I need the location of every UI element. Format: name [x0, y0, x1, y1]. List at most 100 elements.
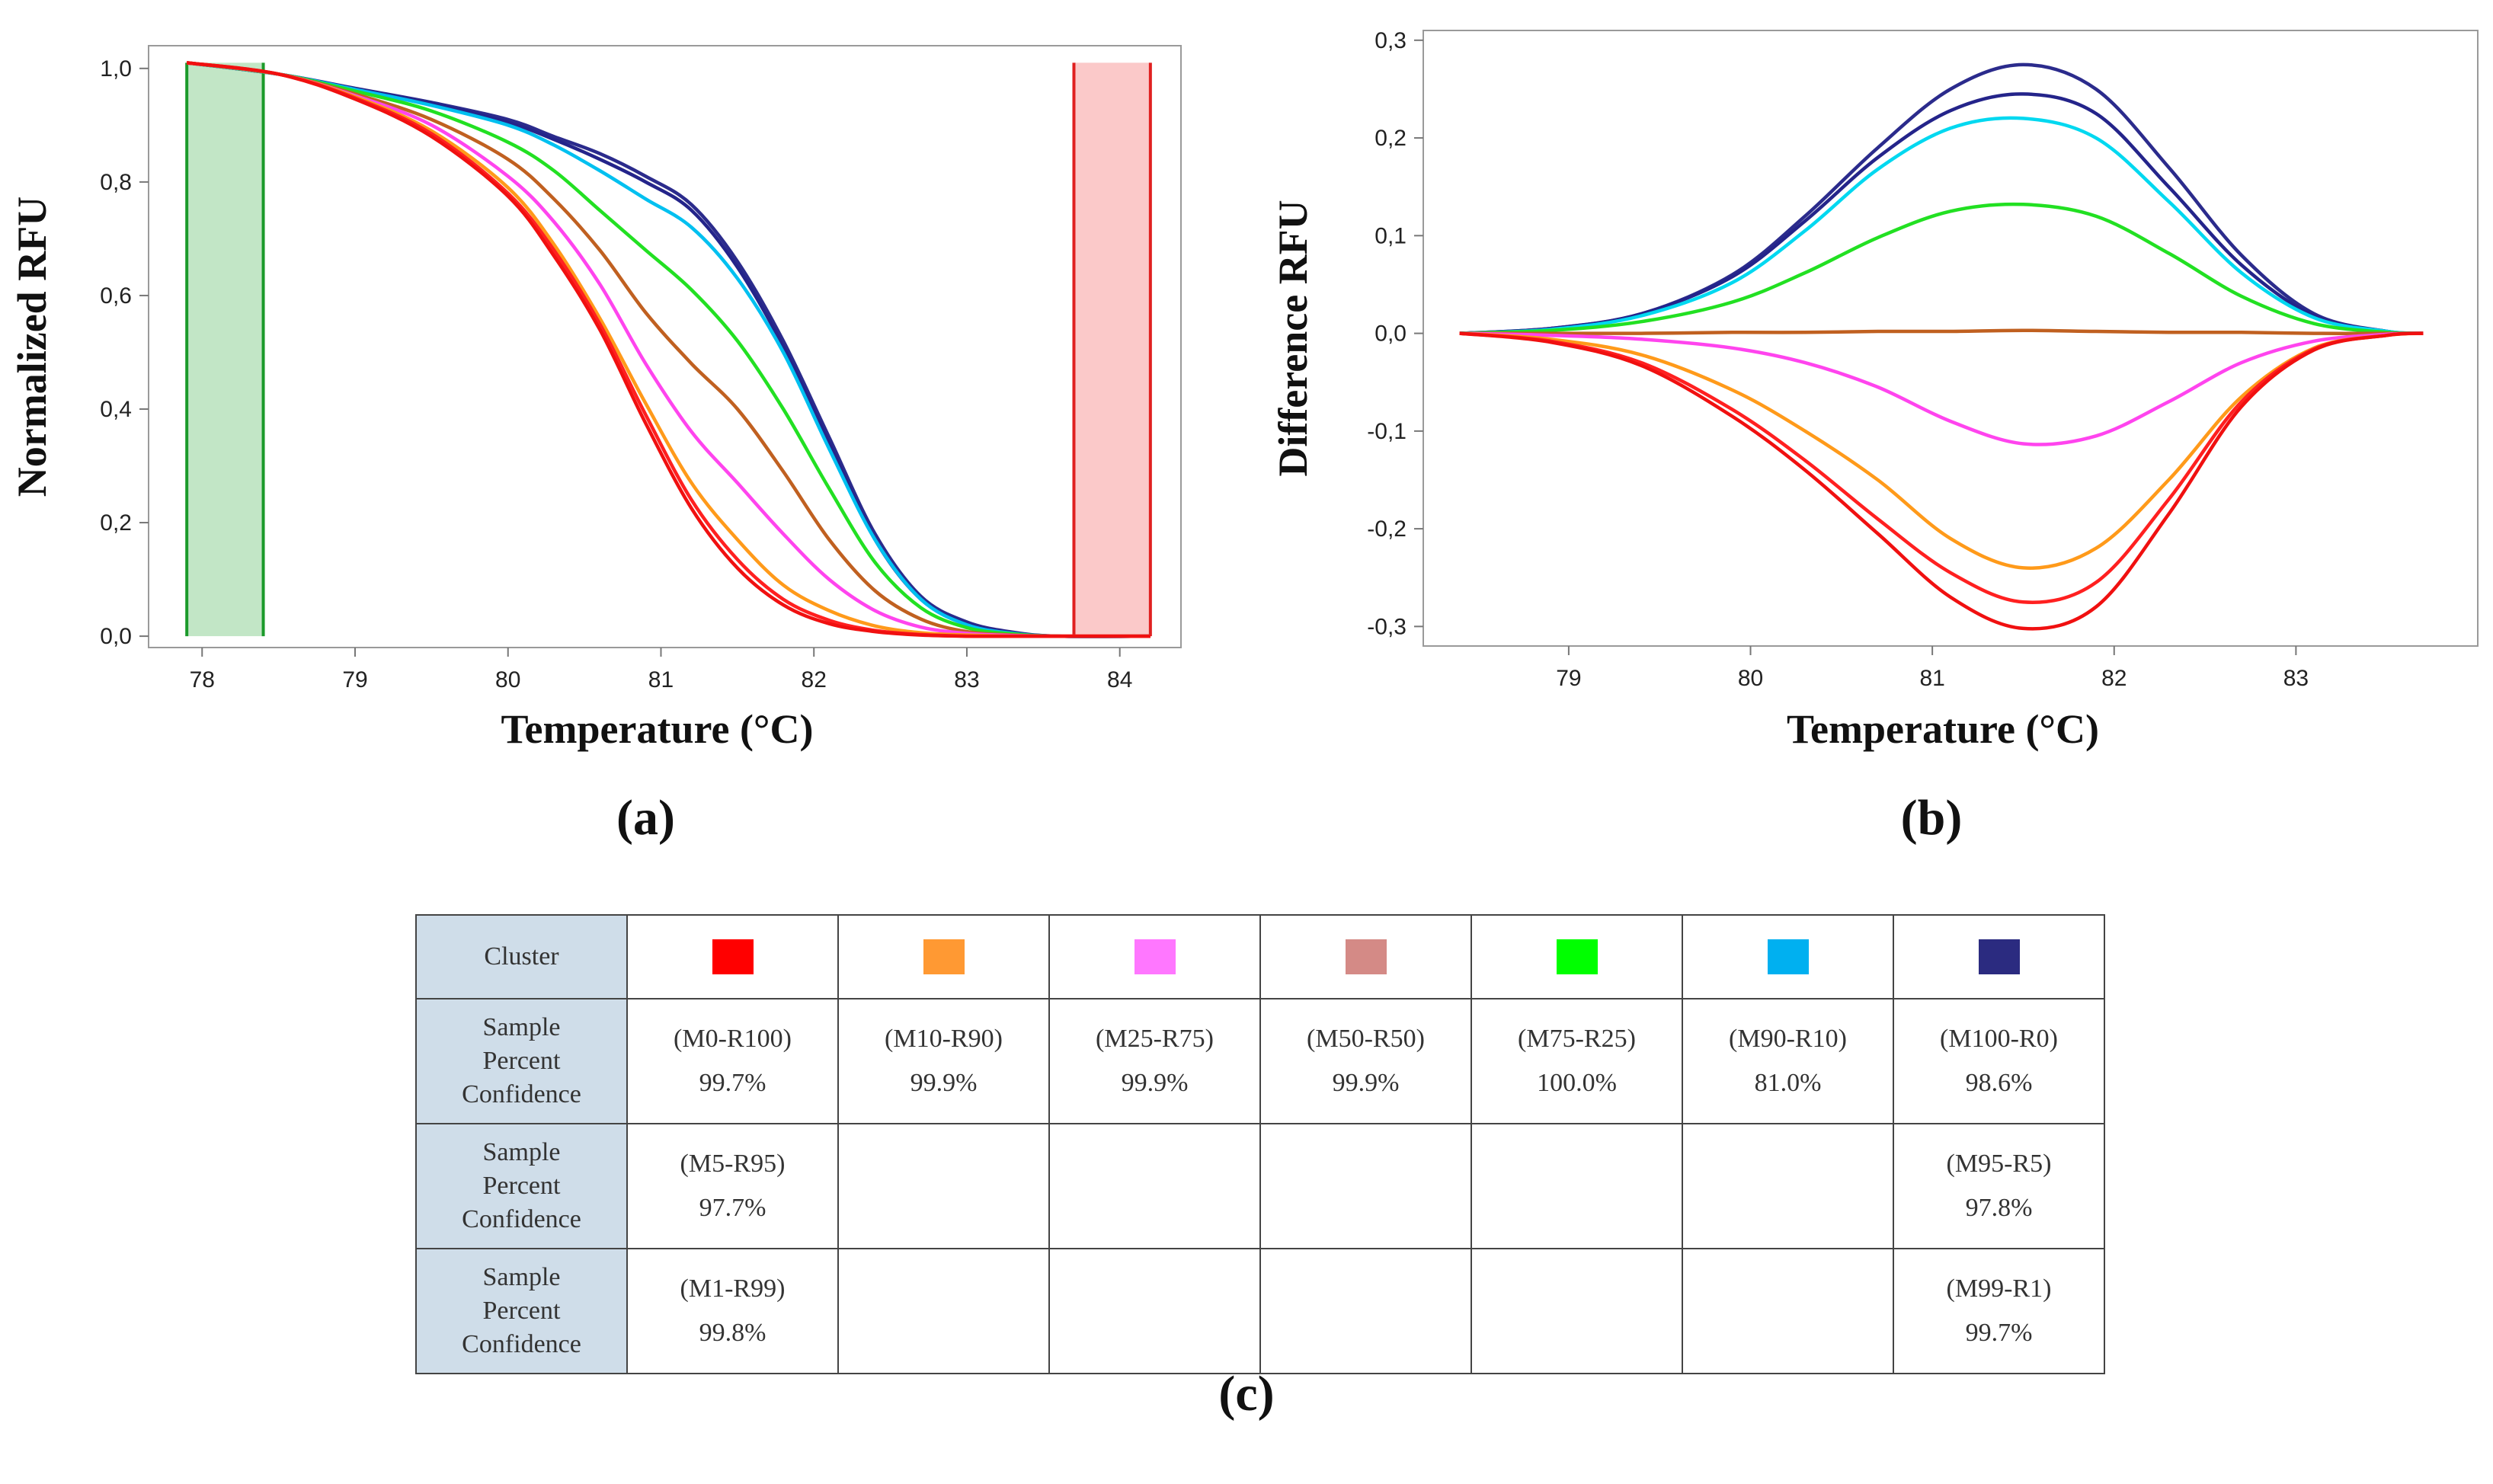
table-cell — [1682, 1123, 1894, 1249]
sample-value: (M25-R75) — [1096, 1025, 1214, 1053]
y-tick-label: -0,1 — [1367, 419, 1407, 444]
panel-label: (a) — [616, 790, 675, 846]
spacer — [628, 1181, 837, 1191]
spacer — [1261, 1181, 1471, 1191]
y-tick-label: 0,3 — [1375, 28, 1407, 53]
x-tick-label: 82 — [802, 667, 827, 692]
plot-frame — [1423, 30, 2479, 647]
y-tick-label: 0,0 — [1375, 321, 1407, 347]
confidence-value: 99.7% — [699, 1069, 766, 1097]
y-axis-title: Difference RFU — [1270, 200, 1316, 476]
sample-value: (M10-R90) — [885, 1025, 1003, 1053]
table-cell: (M1-R99) 99.8% — [626, 1248, 839, 1374]
cluster-swatch-cell — [1259, 914, 1472, 999]
table-cell: (M10-R90) 99.9% — [837, 998, 1050, 1124]
spacer — [1050, 1306, 1259, 1316]
spacer — [839, 1181, 1048, 1191]
series-line — [186, 61, 1150, 638]
y-tick-label: 0,6 — [100, 283, 132, 309]
panel-label: (b) — [1901, 790, 1963, 846]
confidence-value: 99.9% — [910, 1069, 978, 1097]
spacer — [1894, 1056, 2104, 1067]
sample-value: (M95-R5) — [1946, 1150, 2052, 1178]
table-cell — [1259, 1123, 1472, 1249]
series-line — [186, 61, 1150, 638]
cluster-table: Cluster Sample Percent Confidence (M0-R100) 9… — [415, 914, 2105, 1374]
x-axis-title: Temperature (°C) — [1787, 706, 2099, 752]
sample-value: (M99-R1) — [1946, 1275, 2052, 1303]
y-tick-label: 0,4 — [100, 397, 132, 422]
percent-label: Percent — [482, 1297, 561, 1325]
row-label-cell: Sample Percent Confidence — [415, 1248, 628, 1374]
y-tick-label: 0,8 — [100, 170, 132, 195]
panel-label-c: (c) — [1218, 1366, 1275, 1422]
confidence-value: 97.8% — [1965, 1194, 2033, 1222]
confidence-label: Confidence — [462, 1330, 581, 1358]
table-cell: (M25-R75) 99.9% — [1048, 998, 1261, 1124]
percent-label: Percent — [482, 1047, 561, 1075]
cluster-swatch-cell — [837, 914, 1050, 999]
table-cell: (M5-R95) 97.7% — [626, 1123, 839, 1249]
y-axis-title: Normalized RFU — [9, 197, 55, 497]
cluster-label: Cluster — [484, 942, 559, 971]
spacer — [839, 1306, 1048, 1316]
series-line — [186, 61, 1150, 638]
cluster-label-cell: Cluster — [415, 914, 628, 999]
spacer — [1683, 1306, 1893, 1316]
table-cell: (M99-R1) 99.7% — [1893, 1248, 2105, 1374]
table-cell — [1259, 1248, 1472, 1374]
y-tick-label: 0,1 — [1375, 223, 1407, 248]
cluster-swatch-cell — [1471, 914, 1683, 999]
table-header-row: Cluster — [415, 914, 2105, 999]
cluster-swatch-cell — [626, 914, 839, 999]
series-line — [186, 61, 1150, 638]
series-line — [1459, 116, 2424, 335]
confidence-label: Confidence — [462, 1080, 581, 1108]
x-tick-label: 79 — [342, 667, 367, 692]
spacer — [1472, 1306, 1682, 1316]
confidence-value: 100.0% — [1537, 1069, 1617, 1097]
table-cell — [837, 1248, 1050, 1374]
spacer — [1894, 1306, 2104, 1316]
series-line — [186, 61, 1150, 638]
cluster-color-swatch — [1134, 939, 1176, 974]
spacer — [1261, 1306, 1471, 1316]
x-tick-label: 79 — [1556, 666, 1581, 691]
table-cell — [1682, 1248, 1894, 1374]
series-line — [1459, 331, 2424, 446]
difference-rfu-chart: 79 80 81 82 83 -0,3 -0,2 -0,1 0,0 0,1 0,2 0,3 Differ… — [1270, 28, 2479, 846]
plot-frame — [148, 45, 1182, 648]
spacer — [1050, 1181, 1259, 1191]
sample-value: (M100-R0) — [1940, 1025, 2058, 1053]
series-line — [186, 61, 1150, 638]
y-tick-label: 1,0 — [100, 56, 132, 82]
normalized-rfu-chart: 78 79 80 81 82 83 84 0,0 0,2 0,4 0,6 0,8 1,0 Normaliz… — [9, 45, 1182, 846]
spacer — [628, 1056, 837, 1067]
series-line — [1459, 331, 2424, 604]
table-cell: (M100-R0) 98.6% — [1893, 998, 2105, 1124]
sample-label: Sample — [482, 1138, 561, 1166]
region-post-melt — [1074, 62, 1150, 637]
table-row: Sample Percent Confidence (M1-R99) 99.8% (M99… — [415, 1248, 2105, 1374]
table-cell — [1471, 1248, 1683, 1374]
y-tick-label: -0,3 — [1367, 614, 1407, 639]
table-cell — [1471, 1123, 1683, 1249]
sample-value: (M0-R100) — [674, 1025, 792, 1053]
confidence-value: 81.0% — [1754, 1069, 1822, 1097]
table-cell: (M0-R100) 99.7% — [626, 998, 839, 1124]
region-pre-melt — [187, 62, 264, 637]
cluster-color-swatch — [1556, 939, 1598, 974]
x-tick-label: 80 — [495, 667, 520, 692]
confidence-value: 97.7% — [699, 1194, 766, 1222]
series-line — [186, 61, 1150, 638]
x-tick-label: 81 — [1919, 666, 1944, 691]
cluster-swatch-cell — [1682, 914, 1894, 999]
table-row: Sample Percent Confidence (M5-R95) 97.7% (M95… — [415, 1123, 2105, 1249]
table-row: Sample Percent Confidence (M0-R100) 99.7% (M1… — [415, 998, 2105, 1124]
confidence-value: 98.6% — [1965, 1069, 2033, 1097]
spacer — [1472, 1056, 1682, 1067]
cluster-color-swatch — [1345, 939, 1387, 974]
x-tick-label: 80 — [1738, 666, 1763, 691]
confidence-value: 99.7% — [1965, 1319, 2033, 1347]
x-tick-label: 84 — [1107, 667, 1132, 692]
